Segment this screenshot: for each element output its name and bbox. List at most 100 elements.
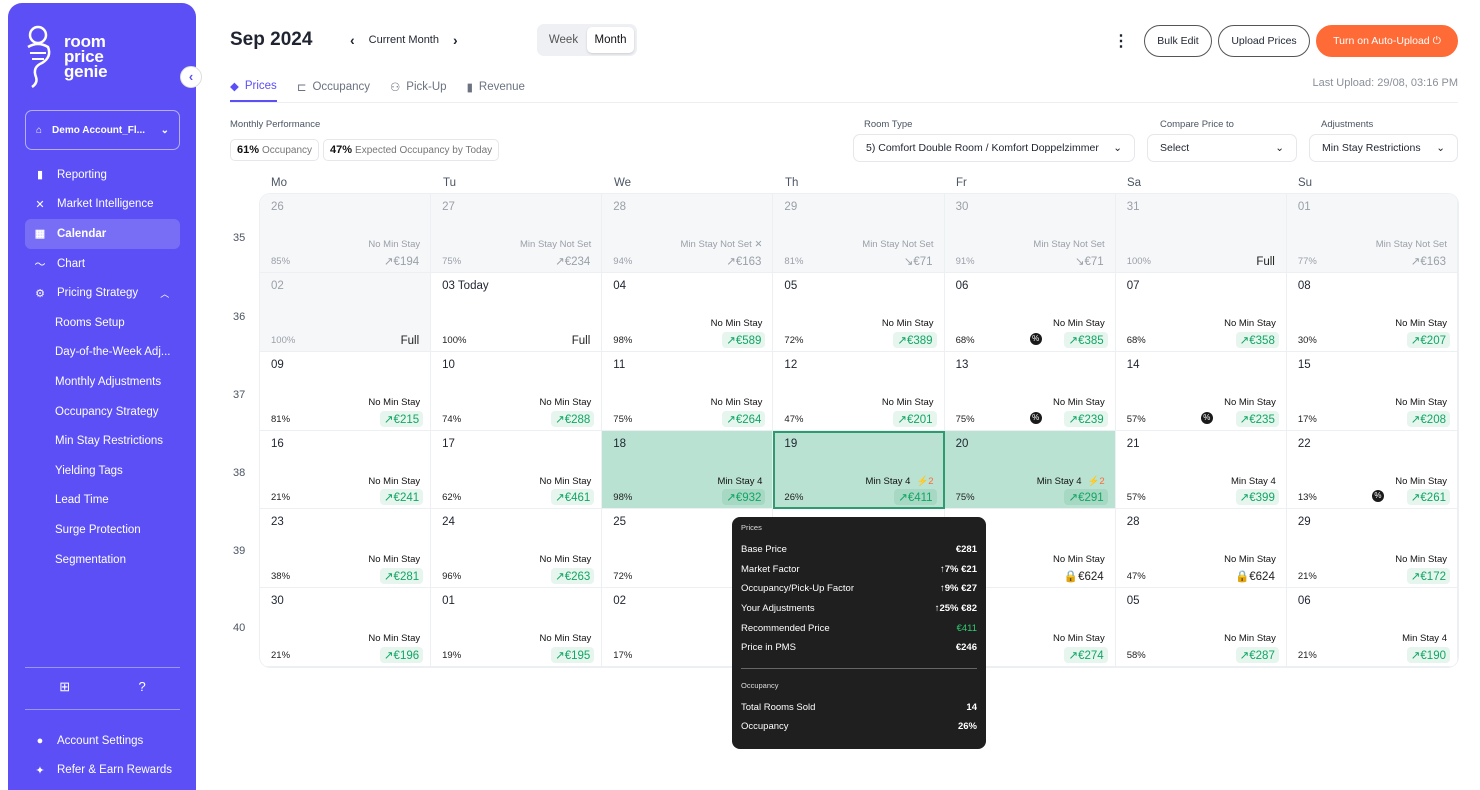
chevron-left-icon[interactable]: ‹ xyxy=(350,32,355,48)
min-stay-label: No Min Stay xyxy=(1224,633,1276,644)
upload-prices-button[interactable]: Upload Prices xyxy=(1218,25,1310,57)
auto-upload-button[interactable]: Turn on Auto-Upload ⏻ xyxy=(1316,25,1458,57)
tag-icon: ◆ xyxy=(230,81,239,93)
occupancy-value: 74% xyxy=(442,413,462,425)
calendar-day-cell[interactable]: 20 Min Stay 4 ⚡2 75% ↗€291 xyxy=(944,430,1116,510)
brand-word-1: room xyxy=(64,31,106,51)
occupancy-value: 98% xyxy=(613,334,633,346)
sidebar-subitem-monthly-adjustments[interactable]: Monthly Adjustments xyxy=(55,375,162,388)
tab-occupancy[interactable]: ⊏ Occupancy xyxy=(297,72,370,102)
calendar-day-cell[interactable]: 19 Min Stay 4 ⚡2 26% ↗€411 xyxy=(773,430,945,510)
sidebar-item-market-intelligence[interactable]: ✕ Market Intelligence xyxy=(25,190,180,220)
expected-occupancy-pill: 47% Expected Occupancy by Today xyxy=(323,139,500,161)
day-number: 26 xyxy=(271,201,284,213)
chevron-right-icon[interactable]: › xyxy=(452,32,458,48)
more-options-icon[interactable]: ⋮ xyxy=(1113,33,1129,50)
calendar-day-cell[interactable]: 05 No Min Stay 72% ↗€389 xyxy=(773,272,945,352)
monthly-performance-label: Monthly Performance xyxy=(230,119,321,130)
day-number: 23 xyxy=(271,516,284,529)
weekday-header: Mo xyxy=(271,177,287,189)
calendar-day-cell[interactable]: 07 No Min Stay 68% ↗€358 xyxy=(1115,272,1287,352)
sidebar-subitem-yielding-tags[interactable]: Yielding Tags xyxy=(55,464,123,477)
adjustments-dropdown[interactable]: Min Stay Restrictions ⌄ xyxy=(1309,134,1458,162)
min-stay-text: No Min Stay xyxy=(539,554,592,566)
sidebar-item-refer-earn[interactable]: ✦ Refer & Earn Rewards xyxy=(25,756,180,786)
tab-bar: ◆ Prices ⊏ Occupancy ⚇ Pick-Up ▮ Revenue xyxy=(230,72,525,102)
min-stay-label: Min Stay 4 xyxy=(718,476,763,487)
calendar-day-cell[interactable]: 22 No Min Stay 13%% ↗€261 xyxy=(1286,430,1458,510)
sidebar-item-pricing-strategy[interactable]: ⚙ Pricing Strategy ︿ xyxy=(25,278,180,308)
calendar-day-cell[interactable]: 03 Today 100% Full xyxy=(431,272,603,352)
sidebar-item-calendar[interactable]: ▦ Calendar xyxy=(25,219,180,249)
tab-revenue[interactable]: ▮ Revenue xyxy=(467,72,525,102)
calendar-day-cell[interactable]: 17 No Min Stay 62% ↗€461 xyxy=(431,430,603,510)
calendar-day-cell[interactable]: 31 100% Full xyxy=(1115,194,1287,273)
price-value: ↘€71 xyxy=(1074,255,1104,268)
calendar-day-cell[interactable]: 06 Min Stay 4 21% ↗€190 xyxy=(1286,588,1458,667)
calendar-day-cell[interactable]: 08 No Min Stay 30% ↗€207 xyxy=(1286,272,1458,352)
calendar-day-cell[interactable]: 30 Min Stay Not Set 91% ↘€71 xyxy=(944,194,1116,273)
week-view-button[interactable]: Week xyxy=(548,34,579,46)
calendar-day-cell[interactable]: 23 No Min Stay 38% ↗€281 xyxy=(260,509,432,589)
calendar-day-cell[interactable]: 05 No Min Stay 58% ↗€287 xyxy=(1115,588,1287,667)
day-number: 07 xyxy=(1126,279,1140,292)
gift-icon[interactable]: ⊞ xyxy=(59,679,71,694)
discount-badge-icon: % xyxy=(1029,332,1042,345)
calendar-day-cell[interactable]: 10 No Min Stay 74% ↗€288 xyxy=(431,351,603,431)
calendar-day-cell[interactable]: 29 Min Stay Not Set 81% ↘€71 xyxy=(773,194,945,273)
calendar-day-cell[interactable]: 09 No Min Stay 81% ↗€215 xyxy=(260,351,432,431)
weekday-header: Sa xyxy=(1127,177,1142,189)
calendar-day-cell[interactable]: 06 No Min Stay 68%% ↗€385 xyxy=(944,272,1116,352)
collapse-sidebar-button[interactable]: ‹ xyxy=(180,66,202,88)
help-icon[interactable]: ? xyxy=(138,679,146,694)
sidebar-subitem-rooms-setup[interactable]: Rooms Setup xyxy=(55,316,125,329)
tooltip-label: Recommended Price xyxy=(741,622,830,634)
calendar-day-cell[interactable]: 02 100% Full xyxy=(260,272,432,352)
sidebar-subitem-segmentation[interactable]: Segmentation xyxy=(55,553,126,566)
calendar-day-cell[interactable]: 04 No Min Stay 98% ↗€589 xyxy=(602,272,774,352)
calendar-day-cell[interactable]: 14 No Min Stay 57%% ↗€235 xyxy=(1115,351,1287,431)
sidebar-subitem-min-stay[interactable]: Min Stay Restrictions xyxy=(55,435,164,448)
min-stay-text: No Min Stay xyxy=(368,633,421,645)
tab-pick-up[interactable]: ⚇ Pick-Up xyxy=(390,72,447,102)
calendar-day-cell[interactable]: 28 Min Stay Not Set ✕ 94% ↗€163 xyxy=(602,194,774,273)
sidebar-item-account-settings[interactable]: ● Account Settings xyxy=(25,726,180,756)
compare-dropdown[interactable]: Select ⌄ xyxy=(1147,134,1297,162)
price-value: ↗€385 xyxy=(1064,331,1108,348)
calendar-day-cell[interactable]: 21 Min Stay 4 57% ↗€399 xyxy=(1115,430,1287,510)
current-month-button[interactable]: Current Month xyxy=(368,34,439,46)
min-stay-label: No Min Stay xyxy=(1224,318,1276,329)
bulk-edit-button[interactable]: Bulk Edit xyxy=(1144,25,1212,57)
tab-prices[interactable]: ◆ Prices xyxy=(230,72,277,102)
calendar-day-cell[interactable]: 16 No Min Stay 21% ↗€241 xyxy=(260,430,432,510)
month-view-button[interactable]: Month xyxy=(587,27,634,53)
calendar-day-cell[interactable]: 26 No Min Stay 85% ↗€194 xyxy=(260,194,432,273)
calendar-day-cell[interactable]: 27 Min Stay Not Set 75% ↗€234 xyxy=(431,194,603,273)
sidebar-item-chart[interactable]: 〜 Chart xyxy=(25,249,180,279)
calendar-day-cell[interactable]: 01 Min Stay Not Set 77% ↗€163 xyxy=(1286,194,1458,273)
calendar-day-cell[interactable]: No Min Stay ↗€274 xyxy=(944,588,1116,667)
calendar-day-cell[interactable]: 29 No Min Stay 21% ↗€172 xyxy=(1286,509,1458,589)
day-number: 15 xyxy=(1297,358,1311,371)
calendar-day-cell[interactable]: 12 No Min Stay 47% ↗€201 xyxy=(773,351,945,431)
calendar-day-cell[interactable]: 13 No Min Stay 75%% ↗€239 xyxy=(944,351,1116,431)
sidebar-subitem-lead-time[interactable]: Lead Time xyxy=(55,494,109,507)
calendar-day-cell[interactable]: No Min Stay 🔒€624 xyxy=(944,509,1116,589)
sidebar-subitem-day-of-week[interactable]: Day-of-the-Week Adj... xyxy=(55,346,171,359)
sidebar-subitem-surge-protection[interactable]: Surge Protection xyxy=(55,523,141,536)
calendar-day-cell[interactable]: 01 No Min Stay 19% ↗€195 xyxy=(431,588,603,667)
calendar-day-cell[interactable]: 28 No Min Stay 47% 🔒€624 xyxy=(1115,509,1287,589)
calendar-day-cell[interactable]: 24 No Min Stay 96% ↗€263 xyxy=(431,509,603,589)
calendar-day-cell[interactable]: 18 Min Stay 4 98% ↗€932 xyxy=(602,430,774,510)
occupancy-value: 19% xyxy=(442,650,462,661)
tooltip-label: Occupancy/Pick-Up Factor xyxy=(741,583,854,595)
account-selector[interactable]: ⌂ Demo Account_Fl... ⌄ xyxy=(25,110,180,150)
tooltip-label: Your Adjustments xyxy=(741,603,815,615)
calendar-day-cell[interactable]: 30 No Min Stay 21% ↗€196 xyxy=(260,588,432,667)
calendar-day-cell[interactable]: 11 No Min Stay 75% ↗€264 xyxy=(602,351,774,431)
sidebar-subitem-occupancy-strategy[interactable]: Occupancy Strategy xyxy=(55,405,159,418)
room-type-dropdown[interactable]: 5) Comfort Double Room / Komfort Doppelz… xyxy=(853,134,1135,162)
sidebar-item-reporting[interactable]: ▮ Reporting xyxy=(25,160,180,190)
calendar-day-cell[interactable]: 15 No Min Stay 17% ↗€208 xyxy=(1286,351,1458,431)
brand-logo[interactable]: room price genie xyxy=(22,23,108,89)
